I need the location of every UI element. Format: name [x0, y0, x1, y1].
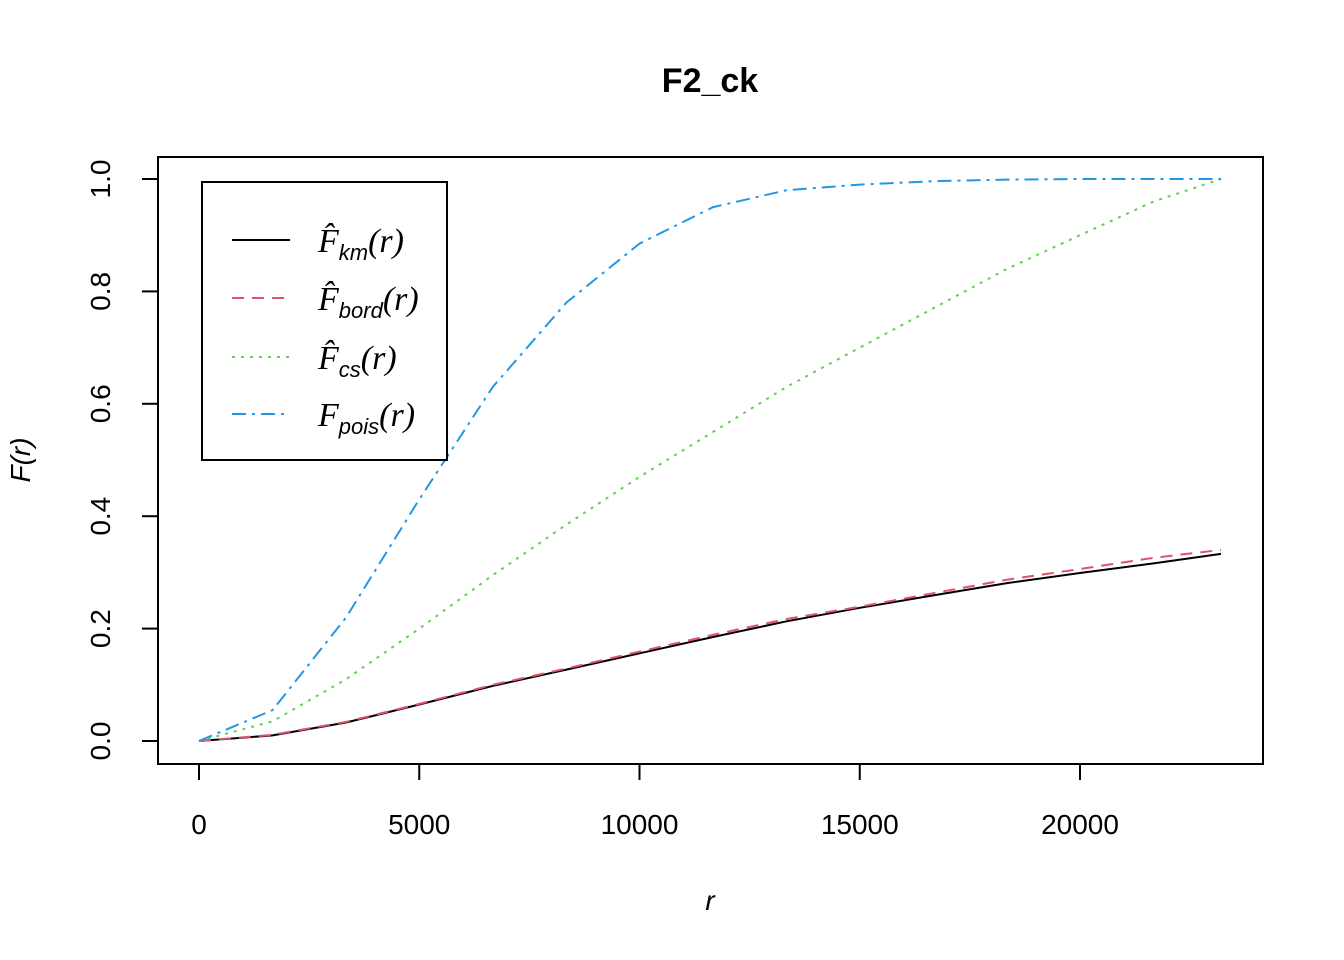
x-axis: 0 5000 10000 15000 20000: [191, 763, 1119, 840]
x-tick-label: 10000: [601, 809, 679, 840]
y-tick-label: 0.4: [85, 497, 116, 536]
legend-label: F̂bord(r): [317, 280, 419, 323]
series-layer: [198, 178, 1222, 742]
legend-label: Fpois(r): [317, 397, 415, 439]
y-tick-label: 0.0: [85, 722, 116, 761]
series-line-1: [198, 548, 1222, 742]
series-line-0: [198, 552, 1222, 742]
y-tick-label: 0.2: [85, 609, 116, 648]
y-axis-label: F(r): [5, 437, 36, 482]
y-axis: 0.0 0.2 0.4 0.6 0.8 1.0: [85, 160, 159, 761]
y-tick-label: 1.0: [85, 160, 116, 199]
legend-label: F̂cs(r): [317, 339, 397, 382]
chart-title: F2_ck: [662, 62, 758, 100]
x-tick-label: 20000: [1041, 809, 1119, 840]
legend-label: F̂km(r): [317, 222, 404, 265]
series-line-2: [198, 178, 1222, 742]
series-line-3: [198, 178, 1221, 742]
x-tick-label: 5000: [388, 809, 450, 840]
legend: F̂km(r) F̂bord(r) F̂cs(r) Fpois(r): [201, 181, 448, 461]
y-tick-label: 0.8: [85, 272, 116, 311]
x-axis-label: r: [705, 885, 716, 916]
x-tick-label: 15000: [821, 809, 899, 840]
y-tick-label: 0.6: [85, 384, 116, 423]
x-tick-label: 0: [191, 809, 207, 840]
